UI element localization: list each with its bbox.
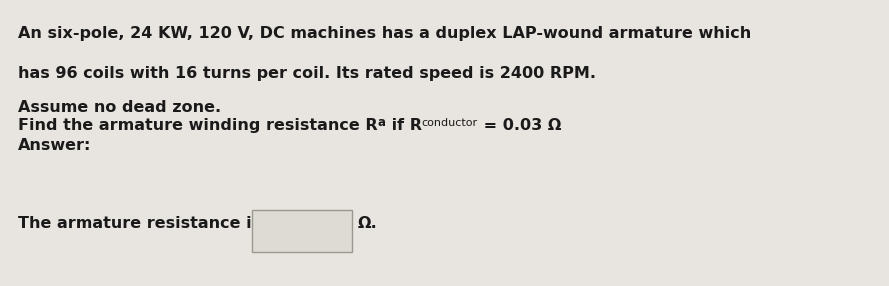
Text: = 0.03 Ω: = 0.03 Ω xyxy=(477,118,561,133)
Text: Assume no dead zone.: Assume no dead zone. xyxy=(18,100,221,115)
Text: has 96 coils with 16 turns per coil. Its rated speed is 2400 RPM.: has 96 coils with 16 turns per coil. Its… xyxy=(18,66,596,81)
Text: The armature resistance is R: The armature resistance is R xyxy=(18,216,279,231)
Text: Ω.: Ω. xyxy=(358,216,378,231)
Text: if R: if R xyxy=(386,118,421,133)
Bar xyxy=(252,210,352,252)
Text: Find the armature winding resistance R: Find the armature winding resistance R xyxy=(18,118,378,133)
Text: Answer:: Answer: xyxy=(18,138,92,153)
Text: a: a xyxy=(279,214,287,227)
Text: =: = xyxy=(287,216,300,231)
Text: An six-pole, 24 KW, 120 V, DC machines has a duplex LAP-wound armature which: An six-pole, 24 KW, 120 V, DC machines h… xyxy=(18,26,751,41)
Text: conductor: conductor xyxy=(421,118,477,128)
Text: a: a xyxy=(378,116,386,129)
